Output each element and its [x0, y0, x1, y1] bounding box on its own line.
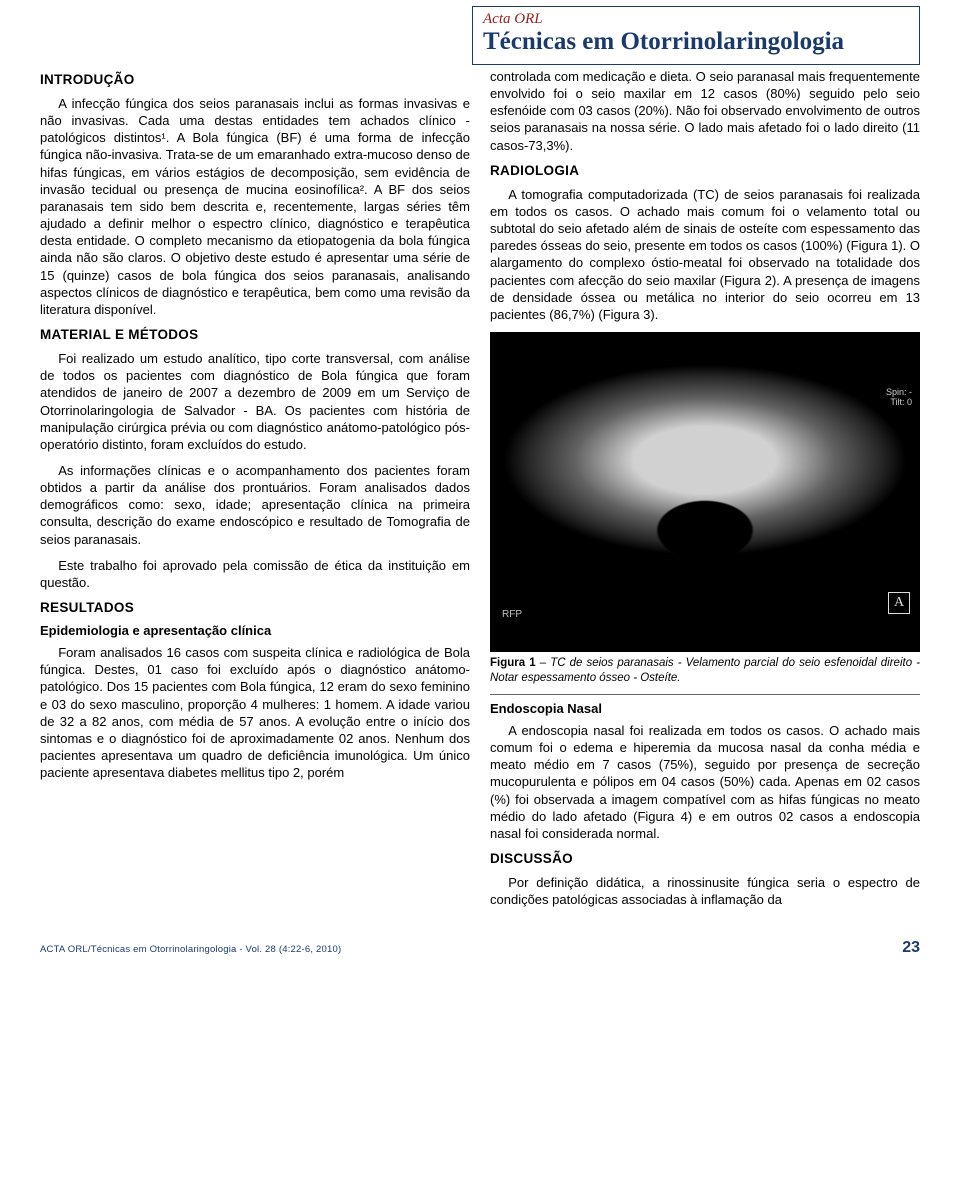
figure-1-description: TC de seios paranasais - Velamento parci… — [490, 657, 920, 684]
figure-1-image: Spin: - Tilt: 0 RFP A — [490, 332, 920, 652]
journal-name: Acta ORL — [483, 11, 909, 28]
para-endoscopia: A endoscopia nasal foi realizada em todo… — [490, 722, 920, 842]
figure-1-caption: Figura 1 – TC de seios paranasais - Vela… — [490, 656, 920, 695]
para-material-3: Este trabalho foi aprovado pela comissão… — [40, 557, 470, 591]
figure-overlay-letter-a: A — [888, 592, 910, 614]
page-footer: ACTA ORL/Técnicas em Otorrinolaringologi… — [40, 939, 920, 957]
figure-1-container: Spin: - Tilt: 0 RFP A Figura 1 – TC de s… — [490, 332, 920, 695]
two-column-layout: INTRODUÇÃO A infecção fúngica dos seios … — [40, 68, 920, 917]
figure-1-label: Figura 1 — [490, 657, 536, 669]
para-continuation: controlada com medicação e dieta. O seio… — [490, 68, 920, 154]
ct-scan-rendering — [490, 332, 920, 652]
para-introducao: A infecção fúngica dos seios paranasais … — [40, 95, 470, 318]
para-discussao: Por definição didática, a rinossinusite … — [490, 874, 920, 908]
heading-discussao: DISCUSSÃO — [490, 851, 920, 866]
ct-tilt-label: Tilt: 0 — [890, 397, 912, 407]
journal-section-title: Técnicas em Otorrinolaringologia — [483, 28, 909, 56]
right-column: controlada com medicação e dieta. O seio… — [490, 68, 920, 917]
para-material-1: Foi realizado um estudo analítico, tipo … — [40, 350, 470, 453]
para-material-2: As informações clínicas e o acompanhamen… — [40, 462, 470, 548]
footer-citation: ACTA ORL/Técnicas em Otorrinolaringologi… — [40, 944, 341, 955]
heading-introducao: INTRODUÇÃO — [40, 72, 470, 87]
heading-resultados: RESULTADOS — [40, 600, 470, 615]
journal-header-box: Acta ORL Técnicas em Otorrinolaringologi… — [472, 6, 920, 65]
figure-overlay-spin: Spin: - Tilt: 0 — [886, 388, 912, 408]
ct-spin-label: Spin: - — [886, 387, 912, 397]
figure-caption-sep: – — [536, 657, 551, 669]
figure-overlay-rfp: RFP — [502, 609, 522, 620]
heading-material-metodos: MATERIAL E MÉTODOS — [40, 327, 470, 342]
para-radiologia: A tomografia computadorizada (TC) de sei… — [490, 186, 920, 323]
page-number: 23 — [902, 939, 920, 957]
para-epidemiologia: Foram analisados 16 casos com suspeita c… — [40, 644, 470, 781]
left-column: INTRODUÇÃO A infecção fúngica dos seios … — [40, 68, 470, 917]
subheading-epidemiologia: Epidemiologia e apresentação clínica — [40, 623, 470, 638]
heading-radiologia: RADIOLOGIA — [490, 163, 920, 178]
subheading-endoscopia: Endoscopia Nasal — [490, 701, 920, 716]
